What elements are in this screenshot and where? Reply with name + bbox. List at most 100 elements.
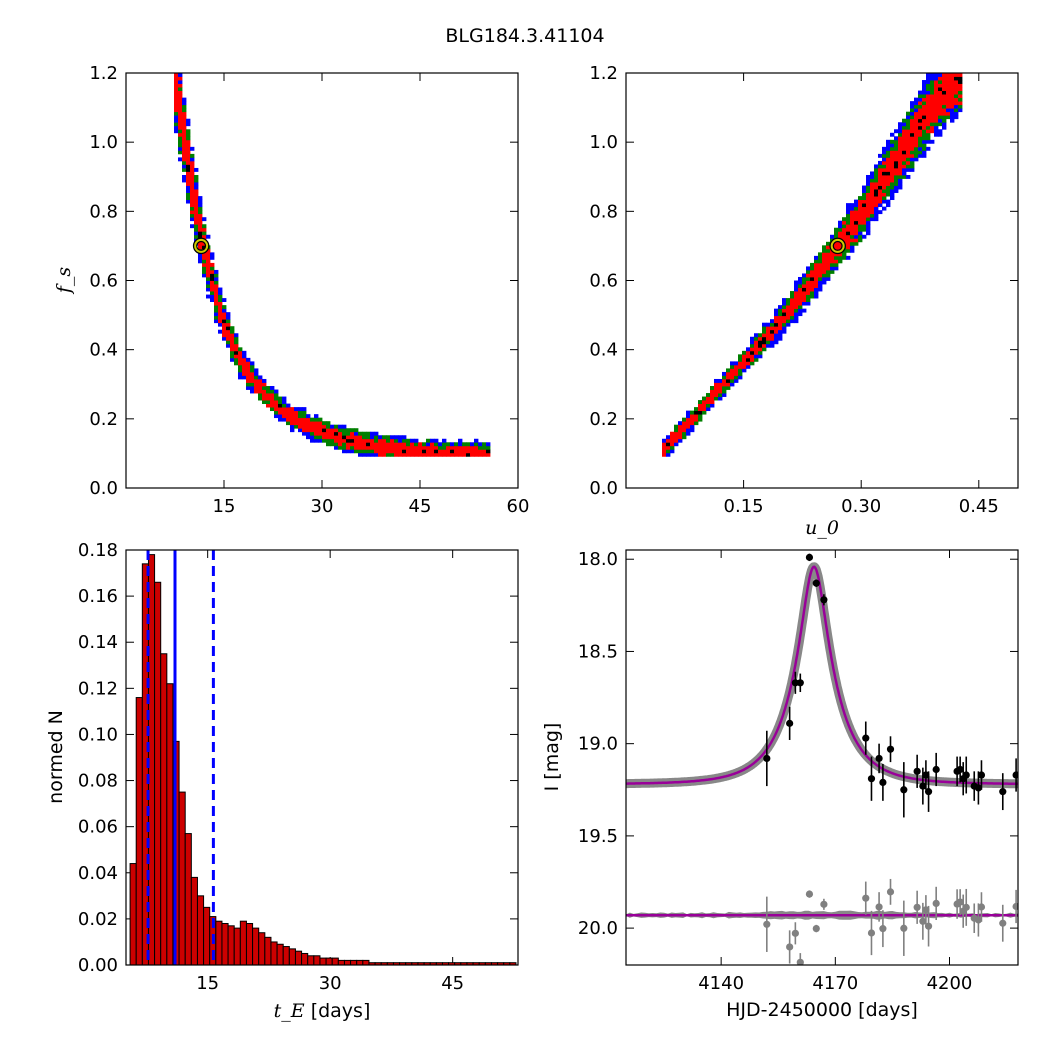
confidence-cell — [818, 252, 823, 257]
confidence-cell — [730, 368, 735, 373]
confidence-cell — [910, 136, 915, 141]
confidence-cell — [894, 150, 899, 155]
confidence-cell — [350, 445, 355, 450]
confidence-cell — [798, 305, 803, 310]
confidence-cell — [666, 449, 671, 454]
confidence-cell — [222, 298, 227, 303]
confidence-cell — [210, 280, 215, 285]
confidence-cell — [230, 336, 235, 341]
confidence-cell — [306, 424, 311, 429]
confidence-cell — [858, 234, 863, 239]
confidence-cell — [682, 428, 687, 433]
confidence-cell — [306, 414, 311, 419]
confidence-cell — [354, 428, 359, 433]
confidence-cell — [370, 438, 375, 443]
confidence-cell — [854, 227, 859, 232]
confidence-cell — [298, 417, 303, 422]
confidence-cell — [374, 442, 379, 447]
confidence-cell — [338, 445, 343, 450]
confidence-cell — [894, 182, 899, 186]
confidence-cell — [862, 185, 867, 190]
confidence-cell — [290, 407, 295, 412]
confidence-cell — [806, 298, 811, 303]
confidence-cell — [938, 118, 943, 123]
histogram-bar — [129, 863, 137, 966]
confidence-cell — [366, 449, 371, 454]
confidence-cell — [786, 305, 791, 310]
confidence-cell — [386, 452, 391, 457]
confidence-cell — [278, 403, 283, 408]
confidence-cell — [926, 108, 931, 113]
confidence-cell — [662, 445, 667, 450]
confidence-cell — [946, 101, 951, 106]
confidence-cell — [222, 333, 227, 338]
confidence-cell — [838, 241, 843, 246]
confidence-cell — [194, 220, 199, 225]
confidence-cell — [226, 319, 231, 324]
confidence-cell — [898, 139, 903, 144]
confidence-cell — [862, 199, 867, 204]
confidence-cell — [762, 326, 767, 331]
confidence-cell — [794, 280, 799, 285]
confidence-cell — [286, 410, 291, 415]
confidence-cell — [674, 435, 679, 440]
confidence-cell — [750, 361, 755, 366]
confidence-cell — [890, 164, 895, 169]
confidence-cell — [862, 189, 867, 193]
histogram-bar — [356, 959, 364, 966]
confidence-cell — [870, 182, 875, 186]
confidence-cell — [198, 259, 203, 264]
confidence-cell — [190, 160, 195, 165]
confidence-cell — [902, 174, 907, 179]
confidence-cell — [742, 361, 747, 366]
confidence-cell — [830, 252, 835, 257]
histogram-bar — [270, 941, 278, 966]
confidence-cell — [178, 76, 183, 81]
confidence-cell — [258, 386, 263, 390]
confidence-cell — [454, 452, 459, 457]
confidence-cell — [938, 87, 943, 91]
confidence-cell — [478, 449, 483, 454]
confidence-cell — [226, 343, 231, 348]
confidence-cell — [174, 111, 179, 116]
confidence-cell — [882, 206, 887, 211]
confidence-cell — [794, 301, 799, 306]
confidence-cell — [354, 435, 359, 440]
confidence-cell — [234, 340, 239, 345]
confidence-cell — [294, 414, 299, 419]
confidence-cell — [218, 301, 223, 306]
confidence-cell — [926, 146, 931, 151]
confidence-cell — [202, 252, 207, 257]
confidence-cell — [234, 357, 239, 362]
histogram-bar — [313, 955, 321, 966]
confidence-cell — [198, 227, 203, 232]
confidence-cell — [418, 452, 423, 457]
confidence-cell — [206, 259, 211, 264]
confidence-cell — [854, 213, 859, 218]
confidence-cell — [186, 196, 191, 201]
confidence-cell — [862, 224, 867, 229]
confidence-cell — [822, 252, 827, 257]
confidence-cell — [874, 178, 879, 183]
confidence-cell — [218, 291, 223, 295]
confidence-cell — [198, 206, 203, 211]
confidence-cell — [662, 442, 667, 447]
confidence-cell — [790, 319, 795, 324]
confidence-cell — [202, 227, 207, 232]
confidence-cell — [410, 452, 415, 457]
confidence-cell — [938, 94, 943, 99]
confidence-cell — [174, 108, 179, 113]
confidence-cell — [182, 150, 187, 155]
x-tick-label: 4170 — [812, 973, 858, 994]
confidence-cell — [914, 108, 919, 113]
confidence-cell — [214, 308, 219, 313]
confidence-cell — [246, 368, 251, 373]
confidence-cell — [902, 146, 907, 151]
confidence-cell — [242, 350, 247, 355]
confidence-cell — [954, 73, 959, 77]
confidence-cell — [890, 157, 895, 162]
confidence-cell — [858, 231, 863, 236]
confidence-cell — [706, 393, 711, 397]
confidence-cell — [834, 241, 839, 246]
confidence-cell — [458, 449, 463, 454]
